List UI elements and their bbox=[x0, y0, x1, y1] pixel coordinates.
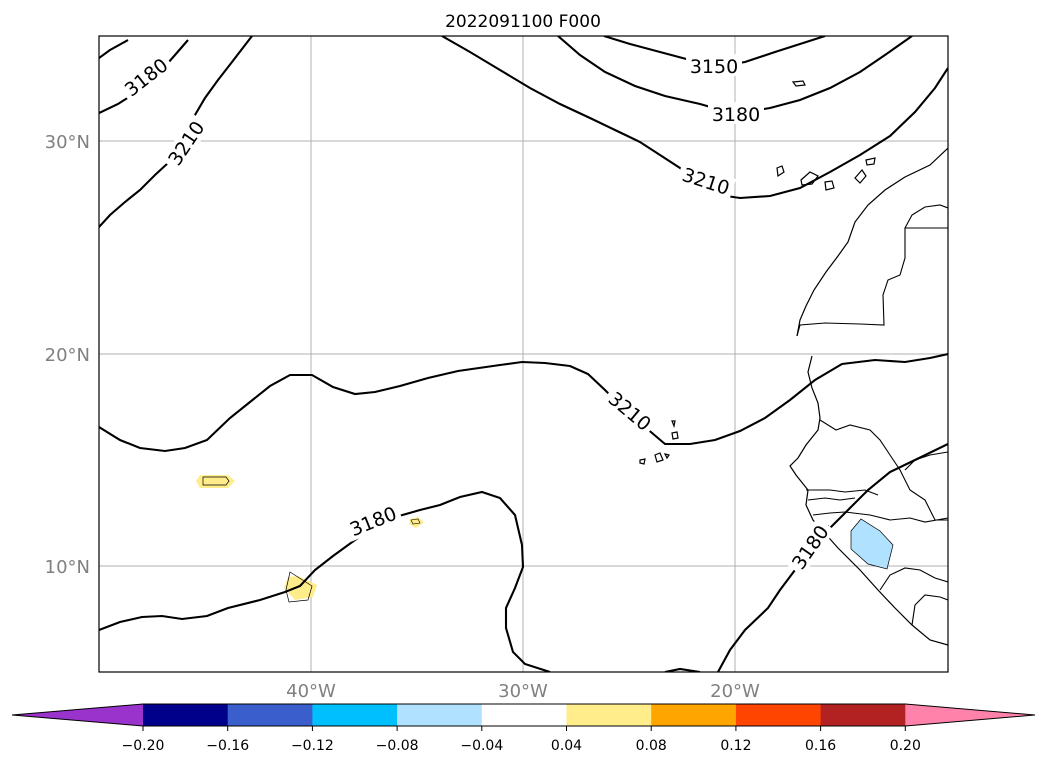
colorbar-tick-label: 0.04 bbox=[551, 738, 582, 754]
colorbar-tick-label: −0.04 bbox=[460, 738, 503, 754]
colorbar-tick-label: −0.08 bbox=[376, 738, 419, 754]
contour-3210-central bbox=[99, 352, 948, 453]
lat-label-20n: 20°N bbox=[45, 345, 90, 366]
colorbar-tick-label: −0.12 bbox=[291, 738, 334, 754]
contour-label: 3150 bbox=[690, 56, 738, 78]
border-algeria bbox=[904, 204, 948, 229]
borders bbox=[796, 204, 948, 626]
contour-label-masks bbox=[117, 51, 836, 577]
map-frame bbox=[98, 35, 949, 673]
map-body: 3150 3180 3210 3180 3210 3210 3180 3180 bbox=[99, 36, 948, 672]
contour-3180-se bbox=[664, 667, 701, 672]
border-guinea-bissau bbox=[812, 511, 846, 516]
border-morocco bbox=[796, 227, 948, 337]
colorbar-segment bbox=[227, 704, 313, 726]
latitude-labels: 30°N 20°N 10°N bbox=[45, 132, 90, 578]
colorbar bbox=[11, 703, 1036, 727]
colorbar-tick-label: 0.20 bbox=[890, 738, 921, 754]
contour-label: 3180 bbox=[712, 104, 760, 126]
lon-label-30w: 30°W bbox=[498, 681, 548, 702]
border-guinea bbox=[844, 511, 948, 523]
coastline-canary bbox=[854, 169, 867, 184]
colorbar-extension-max bbox=[905, 704, 1035, 726]
colorbar-segment bbox=[651, 704, 737, 726]
shaded-anomalies bbox=[196, 475, 894, 603]
lat-label-10n: 10°N bbox=[45, 557, 90, 578]
colorbar-segment bbox=[566, 704, 652, 726]
longitude-labels: 40°W 30°W 20°W bbox=[286, 681, 760, 702]
coastline-africa bbox=[796, 147, 948, 337]
coastline-madeira bbox=[791, 80, 806, 87]
contour-3180-south bbox=[99, 490, 551, 672]
anomaly-patch-positive bbox=[284, 576, 317, 600]
lon-label-40w: 40°W bbox=[286, 681, 336, 702]
coastline-cape-verde bbox=[663, 453, 670, 460]
lon-label-20w: 20°W bbox=[710, 681, 760, 702]
anomaly-patch-positive bbox=[410, 518, 421, 525]
colorbar-ticks: −0.20 −0.16 −0.12 −0.08 −0.04 0.04 0.08 0.12 0.1… bbox=[122, 726, 921, 754]
colorbar-tick-label: −0.16 bbox=[206, 738, 249, 754]
colorbar-segment bbox=[397, 704, 483, 726]
anomaly-patch-negative bbox=[850, 518, 894, 570]
coastline-canary bbox=[865, 157, 876, 166]
colorbar-tick-label: 0.12 bbox=[720, 738, 751, 754]
border-mauritania-mali bbox=[819, 419, 948, 521]
coastline-cape-verde bbox=[671, 431, 679, 440]
border-senegal bbox=[806, 489, 879, 496]
colorbar-tick-label: −0.20 bbox=[122, 738, 165, 754]
border-sierra-leone bbox=[879, 567, 948, 591]
colorbar-segment bbox=[481, 704, 567, 726]
colorbar-segment bbox=[820, 704, 906, 726]
border-gambia bbox=[807, 497, 856, 501]
border-liberia bbox=[911, 594, 948, 626]
anomaly-patch-positive bbox=[285, 571, 313, 603]
colorbar-extension-min bbox=[12, 704, 143, 726]
contour-3180-nw bbox=[99, 39, 129, 59]
colorbar-segment bbox=[143, 704, 229, 726]
lat-label-30n: 30°N bbox=[45, 132, 90, 153]
colorbar-tick-label: 0.16 bbox=[805, 738, 836, 754]
colorbar-segment bbox=[312, 704, 398, 726]
coastline-canary bbox=[776, 165, 785, 178]
anomaly-patch-positive bbox=[202, 476, 230, 486]
map-title: 2022091100 F000 bbox=[445, 12, 601, 32]
coastline-cape-verde bbox=[654, 452, 664, 463]
colorbar-segment bbox=[735, 704, 822, 726]
coastline-cape-verde bbox=[639, 458, 646, 465]
coastline-cape-verde bbox=[671, 420, 676, 429]
colorbar-tick-label: 0.08 bbox=[636, 738, 667, 754]
coastline-canary bbox=[824, 180, 835, 191]
